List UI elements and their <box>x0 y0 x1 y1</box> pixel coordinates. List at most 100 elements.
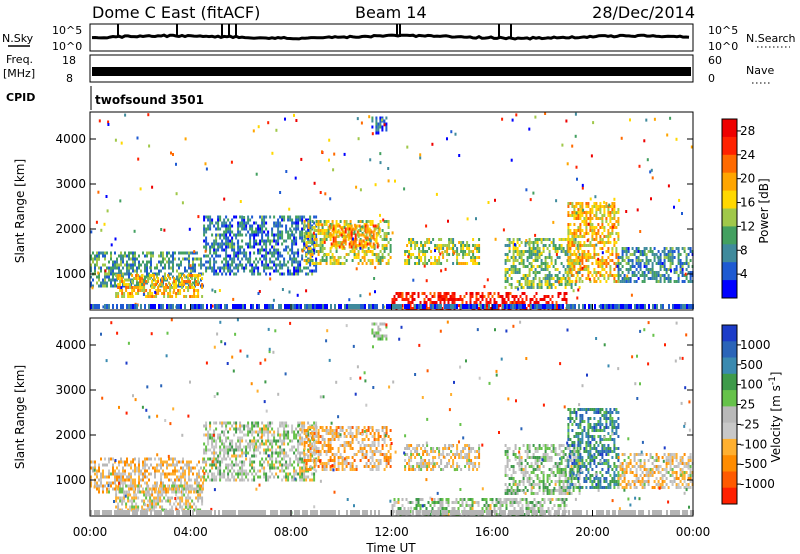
scatter-cell <box>573 250 576 253</box>
scatter-cell <box>205 227 208 231</box>
scatter-cell <box>271 463 274 467</box>
scatter-cell <box>365 253 368 256</box>
scatter-cell <box>229 457 232 461</box>
scatter-cell <box>371 125 374 129</box>
scatter-cell <box>476 256 479 259</box>
scatter-cell <box>651 274 654 277</box>
scatter-cell <box>180 466 182 470</box>
scatter-cell <box>273 263 276 267</box>
scatter-cell <box>506 304 508 309</box>
scatter-cell <box>653 271 656 274</box>
scatter-cell <box>225 227 228 231</box>
scatter-cell <box>309 259 312 262</box>
scatter-cell <box>160 304 162 309</box>
scatter-cell <box>669 259 672 262</box>
scatter-cell <box>532 241 535 244</box>
scatter-cell <box>362 233 365 237</box>
scatter-cell <box>127 499 130 503</box>
scatter-cell <box>319 241 322 244</box>
scatter-cell <box>567 211 570 214</box>
scatter-cell <box>299 215 302 219</box>
scatter-cell <box>187 274 190 277</box>
scatter-cell <box>184 257 186 261</box>
scatter-cell <box>687 271 690 274</box>
scatter-cell <box>122 304 124 309</box>
scatter-cell <box>452 244 455 247</box>
scatter-cell <box>354 304 356 309</box>
scatter-cell <box>299 263 302 267</box>
scatter-cell <box>567 232 570 235</box>
scatter-cell <box>294 304 296 309</box>
scatter-cell <box>253 266 256 270</box>
scatter-cell <box>223 221 226 225</box>
scatter-cell <box>275 242 278 246</box>
scatter-cell <box>196 251 198 255</box>
scatter-cell <box>351 228 354 232</box>
scatter-cell <box>219 454 222 458</box>
scatter-cell <box>376 233 379 237</box>
scatter-cell <box>253 239 256 243</box>
scatter-cell <box>179 499 182 503</box>
scatter-cell <box>200 266 202 270</box>
scatter-cell <box>189 496 192 500</box>
scatter-cell <box>377 253 380 256</box>
scatter-cell <box>247 430 250 434</box>
scatter-cell <box>607 277 610 280</box>
scatter-cell <box>501 117 504 121</box>
scatter-cell <box>94 463 96 467</box>
scatter-cell <box>125 502 128 506</box>
scatter-cell <box>132 254 134 258</box>
scatter-cell <box>575 217 578 220</box>
scatter-cell <box>607 256 610 259</box>
scatter-cell <box>145 490 148 494</box>
scatter-cell <box>108 266 110 270</box>
scatter-cell <box>156 272 158 276</box>
scatter-cell <box>281 451 284 455</box>
scatter-cell <box>328 233 331 237</box>
scatter-cell <box>90 269 92 273</box>
scatter-cell <box>157 280 160 283</box>
scatter-cell <box>144 472 146 476</box>
scatter-cell <box>135 286 138 289</box>
scatter-cell <box>510 271 513 274</box>
scatter-cell <box>416 304 418 309</box>
scatter-cell <box>641 253 644 257</box>
scatter-cell <box>209 266 212 270</box>
scatter-cell <box>394 179 396 183</box>
scatter-cell <box>389 256 392 259</box>
scatter-cell <box>217 469 220 473</box>
scatter-cell <box>148 472 150 476</box>
scatter-cell <box>589 208 592 211</box>
scatter-cell <box>671 259 674 262</box>
scatter-cell <box>383 250 386 253</box>
scatter-cell <box>552 283 555 286</box>
scatter-cell <box>213 260 216 264</box>
scatter-cell <box>229 254 232 258</box>
scatter-cell <box>653 247 656 250</box>
scatter-cell <box>197 283 200 286</box>
scatter-cell <box>136 257 138 261</box>
scatter-cell <box>237 436 240 440</box>
scatter-cell <box>583 217 586 220</box>
scatter-cell <box>361 262 364 265</box>
scatter-cell <box>165 289 168 292</box>
scatter-cell <box>221 248 224 252</box>
scatter-cell <box>203 239 206 243</box>
scatter-cell <box>357 244 360 247</box>
scatter-cell <box>538 238 541 241</box>
scatter-cell <box>367 220 370 223</box>
scatter-cell <box>638 164 641 168</box>
scatter-cell <box>182 257 184 261</box>
scatter-cell <box>528 256 531 259</box>
scatter-cell <box>231 439 234 443</box>
scatter-cell <box>98 466 100 470</box>
scatter-cell <box>211 442 214 446</box>
scatter-cell <box>572 238 575 241</box>
scatter-cell <box>221 224 224 228</box>
scatter-cell <box>261 254 264 258</box>
scatter-cell <box>540 286 543 289</box>
scatter-cell <box>303 226 306 229</box>
scatter-cell <box>293 460 296 464</box>
scatter-cell <box>168 263 170 267</box>
scatter-cell <box>181 283 184 286</box>
